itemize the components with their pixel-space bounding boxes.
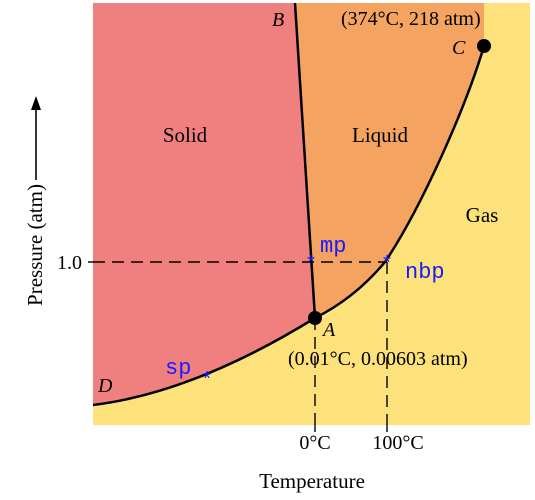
y-tick-label: 1.0 [57,252,82,274]
critical-point-coordinates: (374°C, 218 atm) [341,8,481,30]
y-axis-title: Pressure (atm) [23,184,47,306]
point-c-label: C [452,37,466,59]
x-tick-label-0: 0°C [299,432,330,454]
point-b-label: B [272,9,284,31]
liquid-region [295,3,484,318]
solid-region [93,3,315,405]
gas-region-label: Gas [466,203,499,227]
triple-point-coordinates: (0.01°C, 0.00603 atm) [288,348,468,370]
sp-label: sp [165,356,191,381]
mp-label: mp [320,234,346,259]
nbp-asterisk-icon: * [381,254,393,277]
sublimation-curve [92,316,316,407]
triple-point-dot [308,311,322,325]
x-tick-label-100: 100°C [372,432,423,454]
point-a-label: A [321,319,336,341]
melting-curve [293,2,317,319]
y-axis-arrow-head-icon [31,96,41,110]
point-d-label: D [97,375,113,397]
critical-point-dot [477,39,491,53]
solid-region-label: Solid [163,123,208,147]
vaporization-curve [314,45,486,320]
sp-asterisk-icon: * [201,370,213,393]
x-axis-title: Temperature [259,469,365,493]
mp-asterisk-icon: * [305,254,317,277]
liquid-region-label: Liquid [352,123,408,147]
nbp-label: nbp [405,260,445,285]
y-axis-title-group: Pressure (atm) [23,184,47,306]
